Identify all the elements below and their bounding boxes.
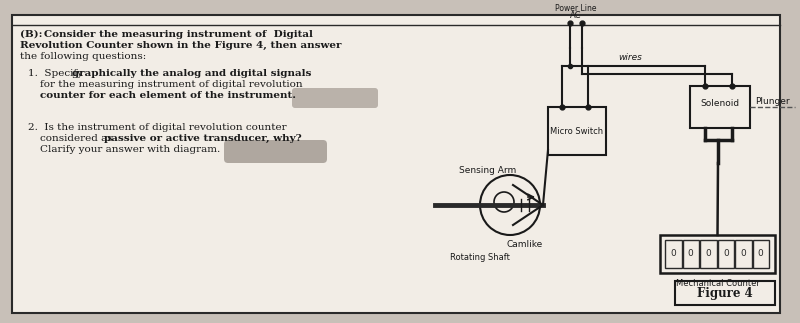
Text: the following questions:: the following questions: — [20, 52, 146, 61]
Bar — [660, 235, 775, 273]
Text: counter for each element of the instrument.: counter for each element of the instrume… — [40, 91, 296, 100]
Text: wires: wires — [618, 53, 642, 62]
Bar — [700, 240, 717, 268]
Text: 0: 0 — [723, 249, 729, 258]
Bar — [548, 107, 606, 155]
Bar — [665, 240, 682, 268]
Text: for the measuring instrument of digital revolution: for the measuring instrument of digital … — [40, 80, 302, 89]
Text: 2.  Is the instrument of digital revolution counter: 2. Is the instrument of digital revoluti… — [28, 123, 286, 132]
Bar — [718, 240, 734, 268]
Text: 0: 0 — [688, 249, 694, 258]
Bar — [735, 240, 751, 268]
Text: 1.  Specify: 1. Specify — [28, 69, 83, 78]
Text: passive or active transducer, why?: passive or active transducer, why? — [104, 134, 302, 143]
FancyBboxPatch shape — [224, 140, 327, 163]
Text: Mechanical Counter: Mechanical Counter — [675, 279, 759, 288]
Text: graphically the analog and digital signals: graphically the analog and digital signa… — [72, 69, 311, 78]
FancyBboxPatch shape — [292, 88, 378, 108]
Text: Camlike: Camlike — [507, 240, 543, 249]
Text: (B):: (B): — [20, 30, 42, 39]
Text: Plunger: Plunger — [755, 98, 790, 107]
Bar — [753, 240, 769, 268]
Text: 0: 0 — [670, 249, 676, 258]
Text: Figure 4: Figure 4 — [697, 287, 753, 299]
Text: Revolution Counter shown in the Figure 4, then answer: Revolution Counter shown in the Figure 4… — [20, 41, 342, 50]
Text: Rotating Shaft: Rotating Shaft — [450, 253, 510, 262]
Text: Clarify your answer with diagram.: Clarify your answer with diagram. — [40, 145, 220, 154]
Bar — [675, 281, 775, 305]
Text: Consider the measuring instrument of  Digital: Consider the measuring instrument of Dig… — [44, 30, 313, 39]
Text: Solenoid: Solenoid — [701, 99, 739, 108]
Bar — [682, 240, 699, 268]
Text: Sensing Arm: Sensing Arm — [459, 166, 517, 175]
Text: 0: 0 — [758, 249, 764, 258]
Text: 0: 0 — [706, 249, 711, 258]
Text: AC: AC — [570, 11, 582, 20]
Text: Micro Switch: Micro Switch — [550, 127, 603, 136]
Text: 0: 0 — [740, 249, 746, 258]
Bar — [690, 86, 750, 128]
Text: considered as: considered as — [40, 134, 113, 143]
Text: Power Line: Power Line — [555, 4, 597, 13]
